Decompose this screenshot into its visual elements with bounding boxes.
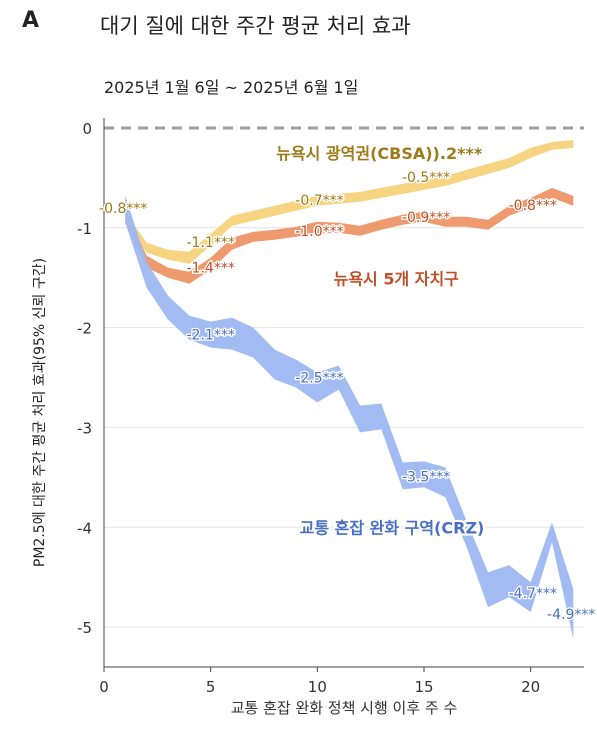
data-label: -0.7***	[295, 193, 343, 209]
series-name-label: 뉴욕시 광역권(CBSA)).2***	[276, 144, 483, 163]
x-tick-label: 10	[308, 678, 327, 696]
series-name-label: 뉴욕시 5개 자치구	[334, 270, 460, 289]
y-tick-label: -1	[77, 220, 92, 238]
y-tick-label: -4	[77, 519, 92, 537]
data-label: -2.1***	[187, 328, 235, 344]
x-tick-label: 15	[414, 678, 433, 696]
x-axis-label: 교통 혼잡 완화 정책 시행 이후 주 수	[231, 699, 458, 717]
data-label: -1.1***	[187, 235, 235, 251]
data-label: -0.8***	[99, 201, 147, 217]
y-axis-label: PM2.5에 대한 주간 평균 처리 효과(95% 신뢰 구간)	[32, 258, 48, 567]
data-label: -4.9***	[547, 607, 595, 623]
series-name-label: 교통 혼잡 완화 구역(CRZ)	[300, 518, 485, 537]
y-tick-label: -3	[77, 419, 92, 437]
data-label: -3.5***	[402, 469, 450, 485]
y-tick-label: -2	[77, 320, 92, 338]
data-label: -4.7***	[509, 586, 557, 602]
data-label: -0.8***	[509, 198, 557, 214]
confidence-bands	[125, 140, 573, 639]
x-tick-label: 5	[206, 678, 216, 696]
x-tick-label: 20	[521, 678, 540, 696]
data-label: -0.5***	[402, 170, 450, 186]
data-label: -1.0***	[295, 224, 343, 240]
x-tick-label: 0	[99, 678, 109, 696]
data-label: -1.4***	[187, 261, 235, 277]
data-label: -2.5***	[295, 371, 343, 387]
data-label: -0.9***	[402, 210, 450, 226]
y-tick-label: 0	[82, 120, 92, 138]
y-tick-label: -5	[77, 619, 92, 637]
